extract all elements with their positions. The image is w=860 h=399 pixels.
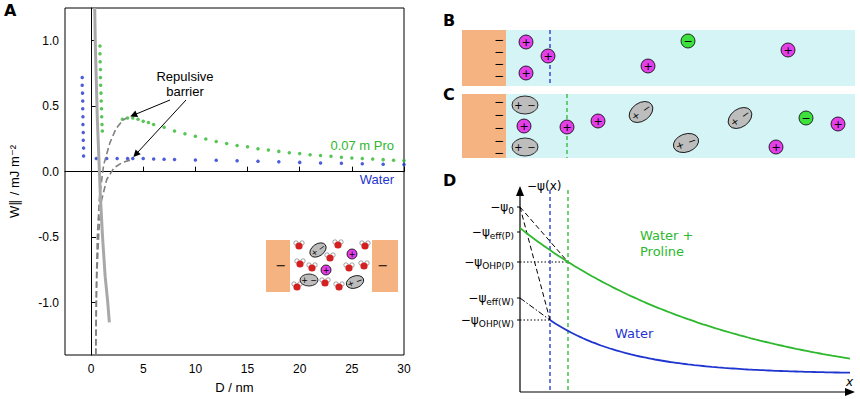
svg-text:+: + bbox=[771, 141, 780, 154]
svg-text:D: D bbox=[443, 171, 456, 190]
svg-text:−: − bbox=[640, 101, 653, 115]
svg-text:+: + bbox=[562, 121, 571, 134]
svg-text:+: + bbox=[301, 276, 308, 285]
svg-text:0.5: 0.5 bbox=[42, 99, 59, 113]
svg-text:+: + bbox=[349, 250, 356, 259]
svg-text:−: − bbox=[378, 258, 389, 273]
svg-text:+: + bbox=[514, 142, 522, 153]
svg-text:−: − bbox=[355, 275, 364, 286]
svg-text:−: − bbox=[494, 45, 504, 59]
svg-text:−: − bbox=[683, 35, 692, 48]
svg-text:Proline: Proline bbox=[640, 244, 684, 259]
svg-text:-1.0: -1.0 bbox=[38, 296, 59, 310]
svg-text:10: 10 bbox=[189, 362, 203, 376]
svg-text:−: − bbox=[686, 134, 698, 147]
svg-text:−: − bbox=[276, 258, 287, 273]
svg-text:−: − bbox=[494, 95, 504, 109]
svg-text:D / nm: D / nm bbox=[215, 380, 253, 395]
svg-text:+: + bbox=[346, 278, 355, 289]
svg-text:−: − bbox=[494, 146, 504, 160]
svg-text:+: + bbox=[309, 247, 320, 258]
svg-text:−: − bbox=[494, 57, 504, 71]
svg-text:+: + bbox=[514, 100, 522, 111]
svg-text:−: − bbox=[494, 108, 504, 122]
svg-text:0.07 m Pro: 0.07 m Pro bbox=[330, 138, 394, 153]
svg-text:25: 25 bbox=[345, 362, 359, 376]
svg-text:W∥ / mJ m⁻²: W∥ / mJ m⁻² bbox=[7, 144, 22, 218]
svg-text:+: + bbox=[728, 115, 741, 129]
svg-text:+: + bbox=[643, 60, 652, 73]
svg-text:+: + bbox=[833, 118, 842, 131]
svg-text:−: − bbox=[527, 100, 535, 111]
svg-text:−: − bbox=[527, 142, 535, 153]
svg-text:−: − bbox=[317, 242, 328, 253]
svg-text:+: + bbox=[629, 109, 642, 123]
svg-text:1.0: 1.0 bbox=[42, 34, 59, 48]
svg-text:+: + bbox=[674, 139, 686, 152]
svg-text:5: 5 bbox=[140, 362, 147, 376]
svg-text:30: 30 bbox=[397, 362, 411, 376]
svg-text:B: B bbox=[443, 11, 455, 30]
svg-text:+: + bbox=[519, 120, 528, 133]
svg-text:Water: Water bbox=[615, 326, 654, 341]
svg-text:+: + bbox=[593, 115, 602, 128]
svg-text:−: − bbox=[739, 107, 752, 121]
svg-text:−ψ(x): −ψ(x) bbox=[527, 179, 561, 193]
svg-text:−: − bbox=[310, 276, 317, 285]
svg-text:−: − bbox=[801, 112, 810, 125]
svg-text:-0.5: -0.5 bbox=[38, 230, 59, 244]
svg-text:+: + bbox=[521, 67, 530, 80]
svg-text:−: − bbox=[494, 134, 504, 148]
svg-text:−: − bbox=[494, 121, 504, 135]
svg-text:barrier: barrier bbox=[166, 84, 204, 99]
svg-text:Water +: Water + bbox=[640, 228, 693, 243]
svg-text:+: + bbox=[543, 50, 552, 63]
svg-text:0: 0 bbox=[88, 362, 95, 376]
svg-text:−ψeff(P): −ψeff(P) bbox=[472, 225, 514, 241]
svg-text:20: 20 bbox=[293, 362, 307, 376]
svg-text:+: + bbox=[783, 44, 792, 57]
svg-text:+: + bbox=[521, 36, 530, 49]
svg-text:0.0: 0.0 bbox=[42, 165, 59, 179]
svg-text:−ψOHP(W): −ψOHP(W) bbox=[461, 313, 514, 329]
svg-text:−: − bbox=[494, 33, 504, 47]
svg-text:−: − bbox=[494, 69, 504, 83]
svg-text:x: x bbox=[845, 375, 854, 389]
svg-text:−ψOHP(P): −ψOHP(P) bbox=[464, 255, 514, 271]
svg-text:+: + bbox=[323, 266, 330, 275]
svg-text:A: A bbox=[4, 1, 17, 20]
svg-text:Water: Water bbox=[360, 172, 395, 187]
svg-text:Repulsive: Repulsive bbox=[156, 69, 213, 84]
svg-text:C: C bbox=[443, 85, 455, 104]
svg-text:−ψeff(W): −ψeff(W) bbox=[468, 291, 514, 307]
svg-text:−ψ0: −ψ0 bbox=[490, 200, 514, 216]
svg-text:15: 15 bbox=[241, 362, 255, 376]
